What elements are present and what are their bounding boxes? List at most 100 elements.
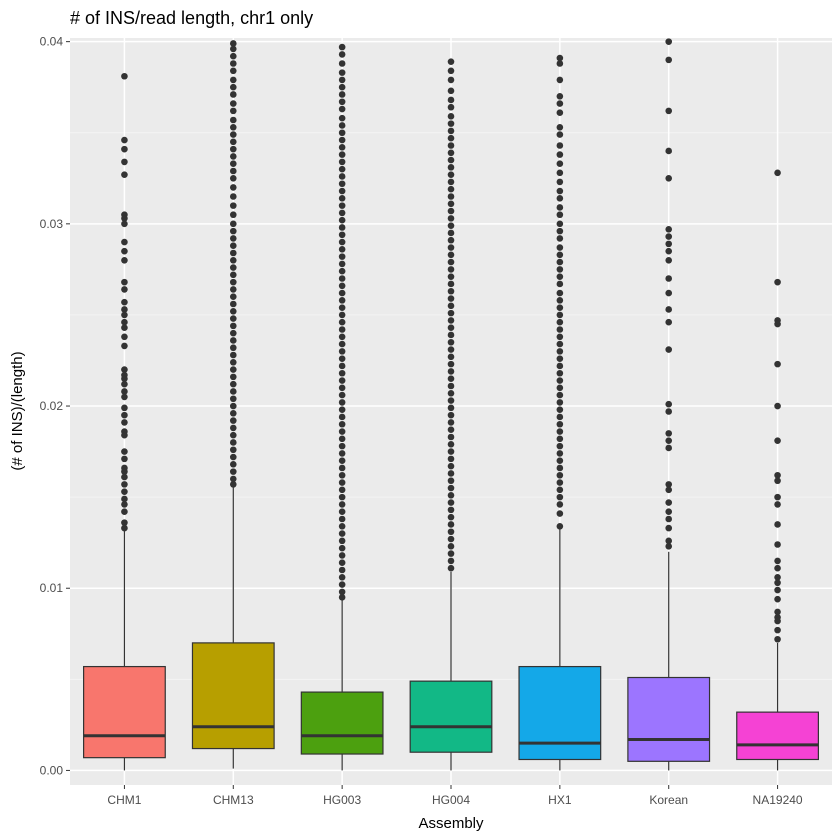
outlier-point xyxy=(665,233,673,240)
y-tick-label: 0.02 xyxy=(40,399,64,413)
outlier-point xyxy=(665,408,673,415)
outlier-point xyxy=(229,431,237,439)
outlier-point xyxy=(447,484,455,492)
outlier-point xyxy=(121,448,128,455)
outlier-point xyxy=(338,501,346,508)
outlier-point xyxy=(774,437,781,444)
x-tick-label: HG003 xyxy=(323,793,361,807)
x-tick-label: HG004 xyxy=(432,793,470,807)
outlier-point xyxy=(447,207,455,215)
outlier-point xyxy=(774,541,781,548)
outlier-point xyxy=(229,410,237,417)
box-group-chm1 xyxy=(83,72,166,771)
outlier-point xyxy=(556,178,564,186)
outlier-point xyxy=(338,136,346,144)
outlier-point xyxy=(447,499,455,506)
outlier-point xyxy=(229,439,237,446)
outlier-point xyxy=(338,340,346,348)
outlier-point xyxy=(338,105,346,113)
outlier-point xyxy=(447,455,455,463)
outlier-point xyxy=(556,450,564,457)
outlier-point xyxy=(447,433,455,441)
outlier-point xyxy=(338,202,346,209)
outlier-point xyxy=(447,178,455,186)
outlier-point xyxy=(665,147,673,155)
outlier-point xyxy=(229,193,237,200)
outlier-point xyxy=(229,395,237,403)
outlier-point xyxy=(121,455,128,463)
outlier-point xyxy=(556,391,564,399)
outlier-point xyxy=(447,156,455,164)
outlier-point xyxy=(121,238,128,246)
outlier-point xyxy=(556,479,564,486)
outlier-point xyxy=(229,167,237,175)
outlier-point xyxy=(338,384,346,392)
outlier-point xyxy=(338,406,346,413)
outlier-point xyxy=(556,522,564,530)
outlier-point xyxy=(556,54,564,62)
outlier-point xyxy=(229,174,237,182)
outlier-point xyxy=(556,76,564,84)
outlier-point xyxy=(338,122,346,129)
outlier-point xyxy=(229,235,237,242)
outlier-point xyxy=(665,486,673,494)
outlier-point xyxy=(121,220,128,228)
outlier-point xyxy=(774,402,781,410)
outlier-point xyxy=(447,113,455,120)
outlier-point xyxy=(229,60,237,67)
outlier-point xyxy=(556,413,564,421)
outlier-point xyxy=(229,315,237,322)
outlier-point xyxy=(338,253,346,260)
outlier-point xyxy=(447,266,455,273)
outlier-point xyxy=(556,406,564,413)
outlier-point xyxy=(556,244,564,251)
outlier-point xyxy=(229,145,237,153)
x-tick-label: CHM1 xyxy=(107,793,141,807)
outlier-point xyxy=(121,342,128,350)
outlier-point xyxy=(447,76,455,84)
outlier-point xyxy=(447,215,455,222)
outlier-point xyxy=(338,51,346,58)
outlier-point xyxy=(229,76,237,84)
x-tick-label: HX1 xyxy=(548,793,572,807)
outlier-point xyxy=(338,43,346,51)
outlier-point xyxy=(556,510,564,517)
y-axis-title: (# of INS)/(length) xyxy=(9,351,26,470)
outlier-point xyxy=(338,377,346,384)
box xyxy=(300,691,384,755)
outlier-point xyxy=(774,477,781,485)
outlier-point xyxy=(774,617,781,625)
outlier-point xyxy=(447,389,455,397)
outlier-point xyxy=(121,256,128,264)
outlier-point xyxy=(229,322,237,330)
outlier-point xyxy=(229,417,237,424)
outlier-point xyxy=(338,173,346,180)
outlier-point xyxy=(447,317,455,324)
box xyxy=(83,665,166,759)
outlier-point xyxy=(338,238,346,246)
box-group-na19240 xyxy=(736,169,819,771)
outlier-point xyxy=(556,251,564,259)
outlier-point xyxy=(229,278,237,286)
outlier-point xyxy=(556,377,564,384)
outlier-point xyxy=(774,557,781,565)
outlier-point xyxy=(556,304,564,311)
outlier-point xyxy=(338,391,346,399)
x-axis: CHM1 CHM13 HG003 HG004 HX1 Korean NA19240 xyxy=(107,785,803,807)
outlier-point xyxy=(121,431,128,439)
outlier-point xyxy=(556,266,564,273)
outlier-point xyxy=(121,72,128,80)
outlier-point xyxy=(229,359,237,366)
outlier-point xyxy=(665,247,673,255)
outlier-point xyxy=(121,311,128,319)
outlier-point xyxy=(447,419,455,426)
outlier-point xyxy=(338,60,346,67)
box-group-korean xyxy=(627,38,711,771)
outlier-point xyxy=(556,435,564,443)
box-group-hg004 xyxy=(409,58,493,771)
outlier-point xyxy=(338,413,346,421)
outlier-point xyxy=(338,420,346,428)
outlier-point xyxy=(447,521,455,528)
outlier-point xyxy=(338,450,346,457)
outlier-point xyxy=(121,404,128,412)
